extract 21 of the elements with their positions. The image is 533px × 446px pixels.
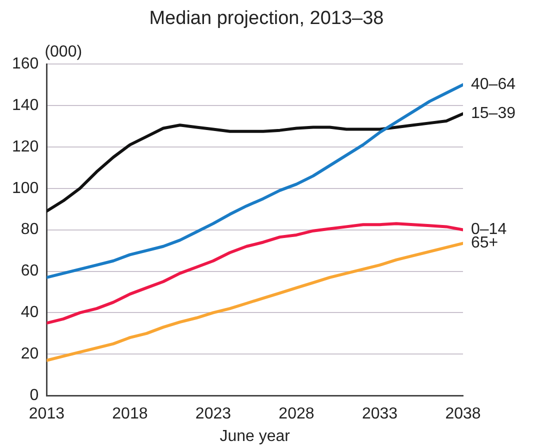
series-label: 40–64: [471, 76, 516, 94]
x-tick-label: 2013: [28, 406, 65, 423]
series-label: 15–39: [471, 105, 516, 122]
y-tick-label: 80: [20, 221, 39, 238]
x-axis-title: June year: [220, 428, 291, 445]
y-tick-label: 20: [20, 346, 39, 363]
x-tick-label: 2018: [112, 406, 148, 423]
chart-title: Median projection, 2013–38: [148, 8, 385, 30]
y-tick-label: 140: [12, 96, 39, 114]
series-label: 65+: [471, 234, 498, 252]
y-tick-label: 120: [12, 138, 39, 156]
y-tick-label: 40: [20, 304, 39, 322]
x-tick-label: 2038: [445, 406, 481, 423]
y-tick-label: 160: [12, 55, 39, 72]
x-tick-label: 2023: [195, 406, 232, 423]
x-tick-label: 2033: [362, 406, 398, 423]
y-tick-label: 60: [20, 262, 39, 280]
y-tick-label: 100: [12, 180, 39, 197]
y-axis-title: (000): [44, 43, 82, 60]
y-tick-label: 0: [30, 387, 39, 404]
x-tick-label: 2028: [278, 406, 314, 423]
